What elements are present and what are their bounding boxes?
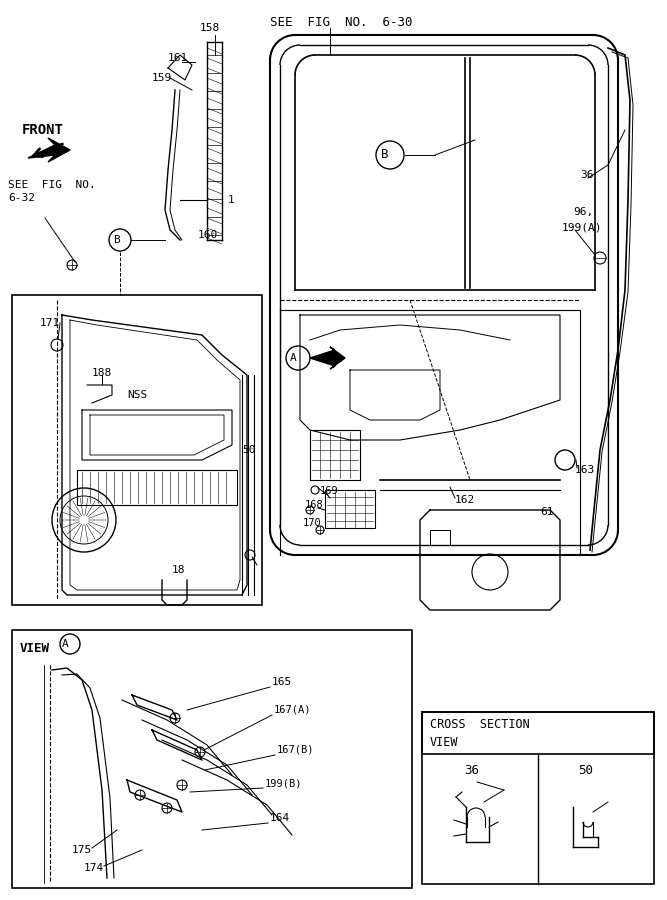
Text: A: A <box>61 639 69 649</box>
Bar <box>430 530 450 545</box>
Text: 159: 159 <box>152 73 172 83</box>
Text: 175: 175 <box>72 845 92 855</box>
Text: 165: 165 <box>272 677 292 687</box>
Text: 36: 36 <box>580 170 594 180</box>
Text: 160: 160 <box>198 230 218 240</box>
Bar <box>325 490 375 528</box>
Bar <box>422 712 654 884</box>
Text: 168: 168 <box>305 500 323 510</box>
Text: B: B <box>113 235 119 245</box>
Text: VIEW: VIEW <box>430 735 458 749</box>
Text: 96,: 96, <box>573 207 593 217</box>
Polygon shape <box>28 138 70 162</box>
Text: 36: 36 <box>464 763 479 777</box>
Text: NSS: NSS <box>127 390 147 400</box>
Text: 18: 18 <box>172 565 185 575</box>
Text: 50: 50 <box>578 763 593 777</box>
Text: 162: 162 <box>455 495 476 505</box>
Polygon shape <box>310 347 345 369</box>
Text: 170: 170 <box>303 518 321 528</box>
Text: 163: 163 <box>575 465 595 475</box>
Bar <box>12 295 262 605</box>
Text: 6-32: 6-32 <box>8 193 35 203</box>
Text: 1: 1 <box>228 195 235 205</box>
Text: 61: 61 <box>540 507 554 517</box>
Text: 167(B): 167(B) <box>277 745 315 755</box>
Bar <box>12 630 412 888</box>
Text: A: A <box>289 353 296 363</box>
Bar <box>422 712 654 754</box>
Text: 171: 171 <box>40 318 60 328</box>
Text: B: B <box>382 148 389 161</box>
Text: 161: 161 <box>168 53 188 63</box>
Text: CROSS  SECTION: CROSS SECTION <box>430 718 530 732</box>
Text: 174: 174 <box>84 863 104 873</box>
Text: 158: 158 <box>200 23 220 33</box>
Text: 199(B): 199(B) <box>265 778 303 788</box>
Text: 199(A): 199(A) <box>562 223 602 233</box>
Text: 169: 169 <box>320 486 339 496</box>
Text: 50: 50 <box>242 445 255 455</box>
Text: 164: 164 <box>270 813 290 823</box>
Text: 188: 188 <box>92 368 112 378</box>
Text: SEE  FIG  NO.  6-30: SEE FIG NO. 6-30 <box>270 15 412 29</box>
Text: 167(A): 167(A) <box>274 705 311 715</box>
Text: FRONT: FRONT <box>22 123 64 137</box>
Text: SEE  FIG  NO.: SEE FIG NO. <box>8 180 96 190</box>
Text: VIEW: VIEW <box>20 642 50 654</box>
